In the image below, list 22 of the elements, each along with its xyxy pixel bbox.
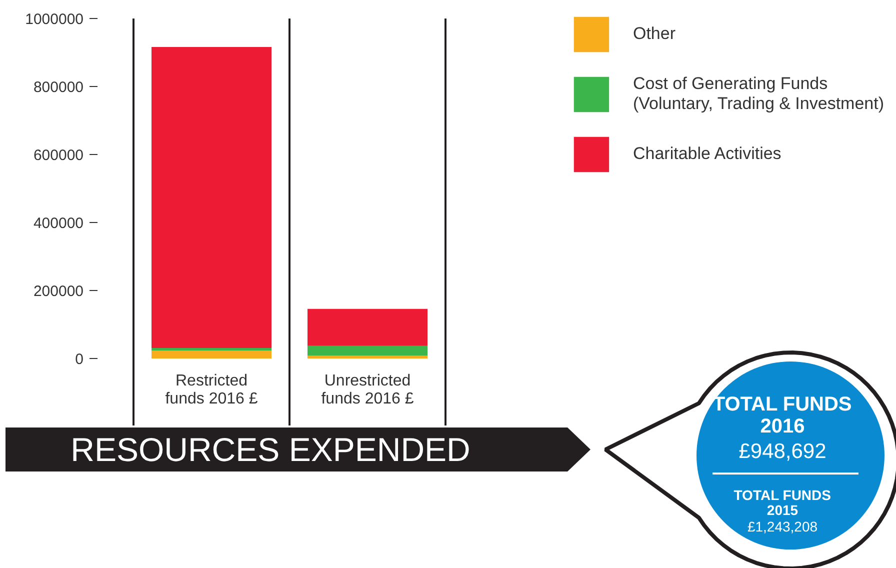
x-tick-label: Unrestricted funds 2016 £: [321, 372, 414, 408]
legend-label: Other: [632, 24, 676, 44]
bar: [308, 356, 428, 358]
text: £1,243,208: [747, 518, 818, 534]
y-tick-label: 400000: [33, 215, 84, 232]
legend-label: Cost of Generating Funds (Voluntary, Trading & Investment): [632, 74, 884, 114]
text: TOTAL FUNDS 2015: [734, 486, 831, 518]
y-tick-label: 0: [75, 351, 84, 368]
bar: [308, 346, 428, 356]
text: £948,692: [738, 440, 826, 463]
legend-label: Charitable Activities: [632, 144, 782, 164]
text: RESOURCES EXPENDED: [70, 431, 470, 468]
y-tick-label: 600000: [33, 147, 84, 164]
y-tick-label: 800000: [33, 79, 84, 96]
y-tick-label: 200000: [33, 283, 84, 300]
bar: [152, 350, 272, 358]
bar: [152, 47, 272, 348]
bar: [308, 308, 428, 346]
bar: [152, 348, 272, 351]
text: TOTAL FUNDS 2016: [712, 394, 852, 438]
y-tick-label: 1000000: [25, 11, 84, 28]
x-tick-label: Restricted funds 2016 £: [165, 372, 258, 408]
